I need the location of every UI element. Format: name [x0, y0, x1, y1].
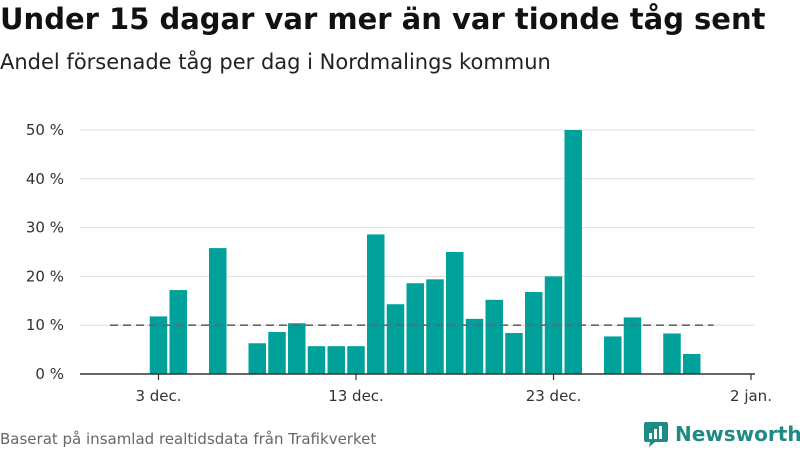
- bar: [623, 317, 642, 374]
- bar: [209, 248, 227, 374]
- y-tick-label: 0 %: [35, 365, 64, 383]
- bar: [505, 333, 523, 374]
- grid-lines: [80, 129, 755, 326]
- bar: [367, 234, 385, 374]
- y-tick-label: 20 %: [26, 267, 64, 285]
- x-tick-label: 13 dec.: [328, 387, 384, 405]
- y-tick-label: 40 %: [26, 170, 64, 188]
- y-tick-label: 30 %: [26, 219, 64, 237]
- bar: [248, 343, 266, 374]
- bar: [426, 279, 444, 374]
- chart-bubble-icon: [644, 422, 668, 447]
- x-tick-label: 3 dec.: [135, 387, 181, 405]
- bar: [604, 336, 622, 374]
- bar: [307, 346, 326, 374]
- logo-text: Newsworthy: [675, 422, 800, 446]
- bar: [446, 252, 464, 374]
- bar: [683, 353, 701, 374]
- x-tick-label: 23 dec.: [526, 387, 582, 405]
- bar: [347, 346, 365, 374]
- x-tick-label: 2 jan.: [730, 387, 772, 405]
- bar: [564, 130, 582, 374]
- newsworthy-logo: Newsworthy: [643, 420, 800, 448]
- bar-chart: 0 % 10 % 20 % 30 % 40 % 50 % 3 dec. 13 dec. 23 d…: [26, 121, 772, 405]
- bar: [663, 333, 681, 374]
- bar: [268, 332, 286, 374]
- bar: [149, 316, 168, 374]
- axes: 0 % 10 % 20 % 30 % 40 % 50 % 3 dec. 13 dec. 23 d…: [26, 121, 772, 405]
- bar: [327, 346, 345, 374]
- bar: [485, 299, 503, 374]
- bar: [406, 283, 424, 374]
- y-tick-label: 10 %: [26, 316, 64, 334]
- bars: [149, 130, 701, 374]
- bar: [169, 290, 187, 374]
- bar: [386, 304, 405, 374]
- chart-subtitle: Andel försenade tåg per dag i Nordmaling…: [0, 50, 551, 74]
- chart-title: Under 15 dagar var mer än var tionde tåg…: [0, 2, 766, 36]
- source-note: Baserat på insamlad realtidsdata från Tr…: [0, 430, 377, 448]
- y-tick-label: 50 %: [26, 121, 64, 139]
- bar: [288, 323, 306, 374]
- bar: [465, 318, 484, 374]
- bar: [525, 292, 543, 374]
